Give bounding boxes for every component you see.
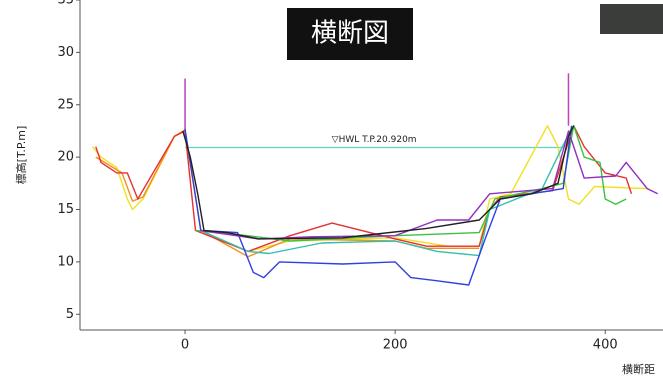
y-tick-label: 10 — [57, 254, 74, 269]
y-axis-label: 標高[T.P.m] — [14, 126, 28, 185]
x-tick-label: 200 — [383, 338, 408, 353]
y-tick-label: 30 — [57, 45, 74, 60]
chart-title: 横断図 — [311, 19, 389, 49]
photo-thumbnail — [600, 4, 663, 34]
y-tick-label: 25 — [57, 97, 74, 112]
y-tick-label: 20 — [57, 150, 74, 165]
y-tick-label: 5 — [66, 307, 74, 322]
x-tick-label: 0 — [181, 338, 189, 353]
chart: 横断図 標高[T.P.m] 横断距 5 10 15 20 25 30 35 0 200 400 ▽H… — [0, 0, 663, 382]
hwl-label: ▽HWL T.P.20.920m — [332, 135, 417, 145]
y-tick-label: 35 — [57, 0, 74, 8]
series-line — [185, 126, 572, 285]
y-tick-label: 15 — [57, 202, 74, 217]
x-axis-label: 横断距 — [622, 362, 655, 376]
x-tick-label: 400 — [593, 338, 618, 353]
